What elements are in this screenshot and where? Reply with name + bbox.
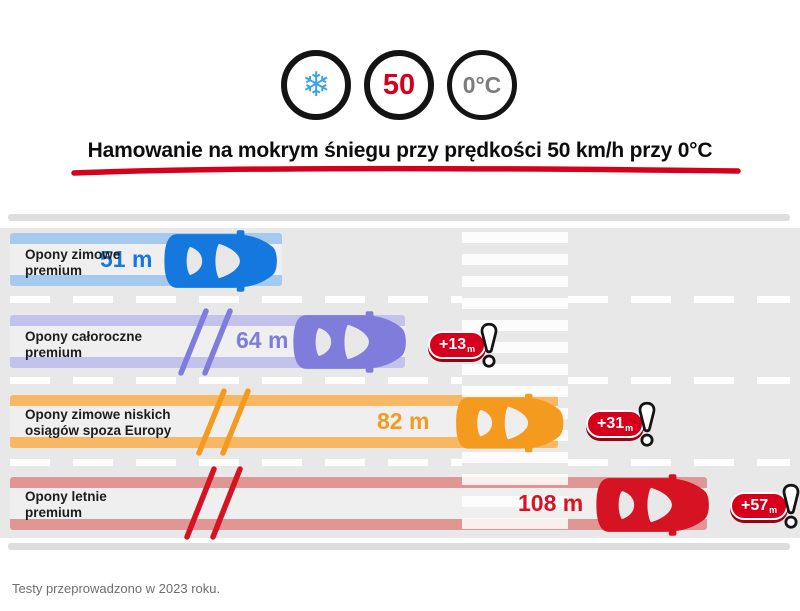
temperature-icon: 0°C xyxy=(447,50,517,120)
car-icon-allseason-premium xyxy=(293,311,406,373)
test-year-note: Testy przeprowadzono w 2023 roku. xyxy=(12,581,221,596)
extra-distance-badge: +31m xyxy=(586,401,659,447)
extra-distance-badge: +57m xyxy=(730,483,800,529)
break-marks-icon xyxy=(184,466,243,540)
lane-dashes xyxy=(10,296,462,303)
exclamation-icon xyxy=(638,401,656,447)
distance-value: 82 m xyxy=(377,408,430,434)
temperature-value: 0°C xyxy=(462,71,502,98)
lane-dashes xyxy=(568,459,790,466)
badge-unit: m xyxy=(769,504,778,515)
badge-pill: +31m xyxy=(586,409,645,439)
tyre-label: Opony letnie premium xyxy=(25,489,107,522)
badge-pill: +57m xyxy=(730,491,789,521)
tyre-label-line2: osiągów spoza Europy xyxy=(25,423,172,439)
tyre-label: Opony całoroczne premium xyxy=(25,329,142,362)
break-marks-icon xyxy=(196,388,251,456)
title-underline xyxy=(71,165,741,176)
speed-value: 50 xyxy=(382,68,416,101)
tyre-label: Opony zimowe niskich osiągów spoza Europ… xyxy=(25,407,171,440)
snowflake-glyph: ❄ xyxy=(301,65,331,105)
tyre-label-line1: Opony całoroczne xyxy=(25,329,143,344)
tyre-label-line1: Opony letnie xyxy=(25,489,107,504)
badge-value: +13 xyxy=(439,335,467,353)
car-icon-summer-premium xyxy=(596,474,709,536)
exclamation-icon xyxy=(480,322,498,368)
lane-dashes xyxy=(10,459,462,466)
braking-strip-summer-premium xyxy=(10,477,707,530)
condition-icons: ❄ 50 0°C xyxy=(281,50,517,120)
tyre-label-line2: premium xyxy=(25,345,83,361)
break-marks-icon xyxy=(178,308,233,376)
badge-pill: +13m xyxy=(428,330,487,360)
snowflake-icon: ❄ xyxy=(281,50,351,120)
tyre-label-line2: premium xyxy=(25,505,83,521)
badge-unit: m xyxy=(467,343,476,354)
lane-dashes xyxy=(10,377,462,384)
page-title: Hamowanie na mokrym śniegu przy prędkośc… xyxy=(87,139,713,162)
distance-value: 51 m xyxy=(100,246,153,272)
lane-dashes xyxy=(568,296,790,303)
lane-dashes xyxy=(568,377,790,384)
badge-value: +57 xyxy=(741,496,769,514)
tyre-label-line1: Opony zimowe niskich xyxy=(25,407,171,422)
distance-value: 108 m xyxy=(518,490,584,516)
tyre-label: Opony zimowe premium xyxy=(25,247,120,280)
pedestrian-crossing xyxy=(462,232,568,534)
road: 51 m 64 m 82 m 108 m xyxy=(0,228,800,540)
badge-unit: m xyxy=(625,422,634,433)
extra-distance-badge: +13m xyxy=(428,322,501,368)
road-edge-top xyxy=(8,214,790,221)
speed-limit-icon: 50 xyxy=(364,50,434,120)
tyre-label-line1: Opony zimowe xyxy=(25,247,121,262)
car-icon-winter-premium xyxy=(164,230,277,292)
tyre-label-line2: premium xyxy=(25,263,83,279)
exclamation-icon xyxy=(782,483,800,529)
distance-value: 64 m xyxy=(236,327,289,353)
badge-value: +31 xyxy=(597,414,625,432)
road-edge-bottom xyxy=(8,543,790,550)
car-icon-low-performance-winter xyxy=(456,393,564,453)
